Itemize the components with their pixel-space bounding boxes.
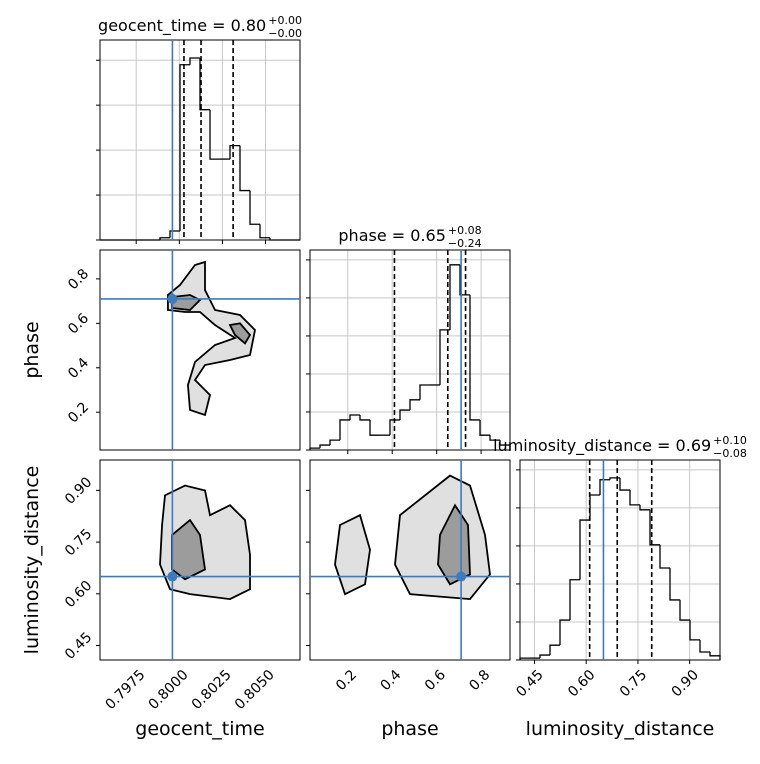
- hist-step: [269, 237, 280, 241]
- hist-step: [649, 509, 660, 546]
- hist-step: [249, 190, 260, 225]
- contour: [437, 503, 471, 586]
- hist-step: [339, 419, 350, 441]
- y-tick-label: 0.8: [65, 266, 92, 293]
- hist-step: [519, 657, 530, 660]
- x-tick-label: 0.60: [565, 667, 598, 700]
- x-tick-label: 0.45: [513, 667, 546, 700]
- hist-step: [559, 619, 570, 646]
- x-tick-label: 0.4: [377, 667, 404, 694]
- hist-step: [469, 294, 480, 421]
- x-tick-label: 0.90: [669, 667, 702, 700]
- y-axis-label: phase: [21, 321, 43, 378]
- title-text: luminosity_distance = 0.69: [493, 436, 711, 456]
- title-text: geocent_time = 0.80: [98, 16, 266, 36]
- title-upper: +0.00: [268, 14, 302, 27]
- y-tick-label: 0.60: [62, 578, 95, 611]
- hist-step: [209, 109, 220, 160]
- hist-step: [679, 599, 690, 621]
- panel-frame: [309, 249, 511, 451]
- hist-step: [689, 620, 700, 641]
- panel-frame: [309, 459, 511, 661]
- panel-title: phase = 0.65 +0.08−0.24: [338, 224, 481, 250]
- hist-step: [639, 504, 650, 511]
- y-tick-label: 0.45: [62, 629, 95, 662]
- hist-step: [539, 654, 550, 659]
- hist-step: [439, 329, 450, 385]
- contour: [159, 484, 251, 601]
- hist-step: [159, 237, 170, 240]
- panel-title: luminosity_distance = 0.69 +0.10−0.08: [493, 434, 747, 460]
- truth-point: [167, 293, 178, 304]
- hist-step: [709, 652, 721, 660]
- hist-step: [699, 639, 710, 653]
- hist-step: [199, 57, 210, 111]
- x-axis-label: geocent_time: [135, 718, 264, 740]
- hist-step: [389, 419, 400, 436]
- x-axis-label: luminosity_distance: [526, 718, 715, 740]
- hist-step: [309, 447, 320, 450]
- panel-frame: [99, 249, 301, 451]
- truth-point: [167, 571, 178, 582]
- title-lower: −0.08: [713, 447, 747, 460]
- x-tick-label: 0.7975: [103, 667, 149, 713]
- hist-step: [399, 409, 410, 420]
- title-lower: −0.00: [268, 27, 302, 40]
- title-upper: +0.08: [448, 224, 482, 237]
- hist-step: [579, 519, 590, 580]
- hist-step: [479, 419, 490, 436]
- hist-step: [659, 544, 670, 569]
- x-tick-label: 0.6: [422, 667, 449, 694]
- x-axis-label: phase: [381, 718, 438, 740]
- hist-step: [179, 64, 190, 232]
- y-tick-label: 0.2: [65, 399, 92, 426]
- hist-step: [349, 414, 360, 420]
- hist-step: [599, 479, 610, 495]
- hist-step: [169, 230, 180, 238]
- x-tick-label: 0.8050: [232, 667, 278, 713]
- panel-title: geocent_time = 0.80 +0.00−0.00: [98, 14, 302, 40]
- truth-point: [456, 571, 467, 582]
- hist-step: [619, 477, 630, 491]
- hist-step: [499, 440, 511, 450]
- x-tick-label: 0.8025: [189, 667, 235, 713]
- y-tick-label: 0.75: [62, 526, 95, 559]
- hist-step: [609, 477, 620, 480]
- panel-frame: [99, 39, 301, 241]
- x-tick-label: 0.2: [333, 667, 360, 694]
- panel-frame: [99, 459, 301, 661]
- hist-step: [629, 490, 640, 506]
- hist-step: [489, 435, 500, 441]
- hist-step: [259, 224, 270, 239]
- title-text: phase = 0.65: [338, 226, 445, 245]
- hist-step: [459, 264, 470, 296]
- hist-step: [369, 419, 380, 436]
- hist-step: [549, 644, 560, 656]
- contour: [167, 260, 256, 417]
- x-tick-label: 0.75: [617, 667, 650, 700]
- title-upper: +0.10: [713, 434, 747, 447]
- title-lower: −0.24: [448, 237, 482, 250]
- y-axis-label: luminosity_distance: [21, 466, 43, 655]
- hist-step: [319, 444, 330, 449]
- hist-step: [669, 567, 680, 601]
- y-tick-label: 0.6: [65, 310, 92, 337]
- x-tick-label: 0.8000: [146, 667, 192, 713]
- hist-step: [239, 145, 250, 192]
- hist-step: [569, 579, 580, 621]
- hist-step: [359, 415, 370, 421]
- hist-step: [329, 439, 340, 446]
- y-tick-label: 0.4: [65, 355, 92, 382]
- panel-frame: [519, 459, 721, 661]
- hist-step: [229, 144, 240, 160]
- hist-step: [409, 399, 420, 411]
- y-tick-label: 0.90: [62, 474, 95, 507]
- hist-step: [449, 264, 460, 330]
- hist-step: [419, 384, 430, 400]
- contour: [334, 474, 491, 601]
- x-tick-label: 0.8: [466, 667, 493, 694]
- hist-step: [189, 57, 200, 65]
